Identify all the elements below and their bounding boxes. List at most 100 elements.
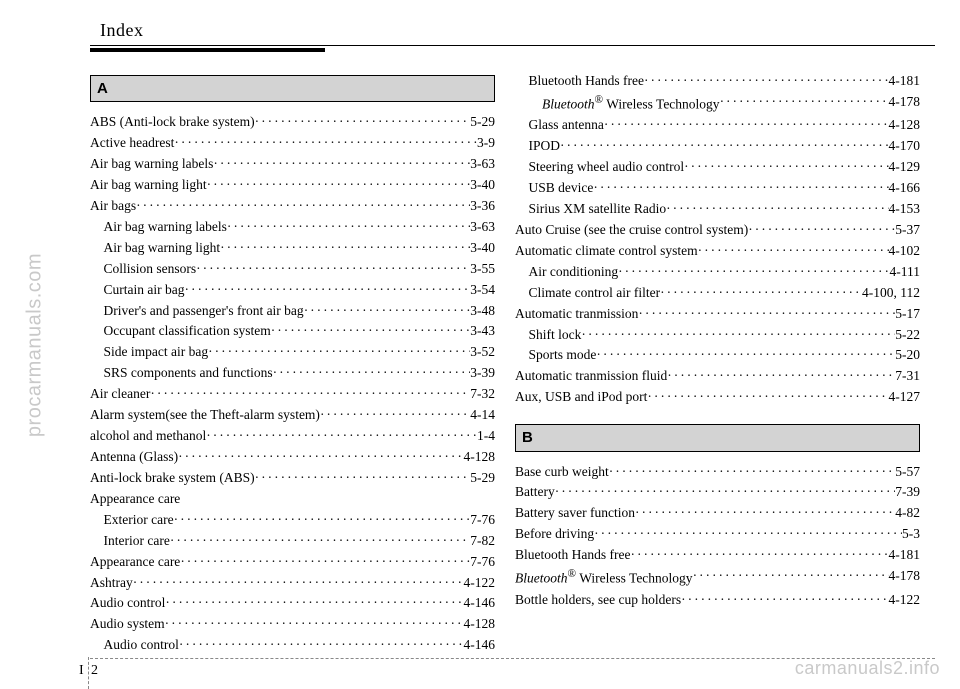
index-entry-label: Audio control [90,593,165,614]
index-entry: IPOD4-170 [515,136,920,157]
index-entry: Automatic tranmission 5-17 [515,304,920,325]
index-entry-label: Audio system [90,614,165,635]
index-entry-page: 5-29 [470,468,495,489]
index-entry: Anti-lock brake system (ABS) 5-29 [90,468,495,489]
index-entry-label: Auto Cruise (see the cruise control syst… [515,220,748,241]
leader-dots [630,545,888,566]
index-entry: Sports mode 5-20 [515,345,920,366]
index-entry-page: 5-22 [895,325,920,346]
index-entry-page: 4-128 [464,614,496,635]
index-entry: Ashtray 4-122 [90,573,495,594]
index-entry: Air bag warning labels 3-63 [90,154,495,175]
leader-dots [596,345,895,366]
index-entry: Auto Cruise (see the cruise control syst… [515,220,920,241]
index-entry: Steering wheel audio control 4-129 [515,157,920,178]
index-entry-label: Battery saver function [515,503,635,524]
index-entry-page: 5-20 [895,345,920,366]
index-entry: Appearance care [90,489,495,510]
leader-dots [604,115,889,136]
footer-tick [88,657,89,689]
leader-dots [609,462,896,483]
page-content: Index AABS (Anti-lock brake system)5-29A… [90,20,935,670]
index-entry-page: 3-39 [470,363,495,384]
index-entry-page: 3-63 [470,154,495,175]
index-entry-page: 5-37 [895,220,920,241]
leader-dots [660,283,862,304]
index-entry-page: 3-52 [470,342,495,363]
index-entry: Shift lock 5-22 [515,325,920,346]
section-head: A [90,75,495,102]
leader-dots [593,178,888,199]
index-columns: AABS (Anti-lock brake system)5-29Active … [90,71,935,656]
index-entry-label: Appearance care [90,489,180,510]
leader-dots [618,262,889,283]
index-entry-page: 7-31 [895,366,920,387]
index-entry-page: 3-55 [470,259,495,280]
index-entry-page: 4-170 [889,136,921,157]
index-entry-label: Antenna (Glass) [90,447,178,468]
index-entry: Curtain air bag 3-54 [90,280,495,301]
leader-dots [213,154,470,175]
leader-dots [207,175,471,196]
index-entry-label: Side impact air bag [90,342,208,363]
index-entry-label: Bottle holders, see cup holders [515,590,681,611]
index-entry-label: Driver's and passenger's front air bag [90,301,304,322]
leader-dots [165,593,463,614]
leader-dots [170,531,470,552]
index-entry-label: Steering wheel audio control [515,157,684,178]
index-entry: Air bags 3-36 [90,196,495,217]
index-entry-page: 3-54 [470,280,495,301]
leader-dots [165,614,464,635]
index-entry-page: 4-178 [889,566,921,589]
index-entry-page: 3-40 [470,238,495,259]
index-entry-label: Shift lock [515,325,581,346]
index-entry: Air bag warning light 3-40 [90,238,495,259]
leader-dots [150,384,470,405]
index-entry-label: Bluetooth® Wireless Technology [515,92,720,115]
leader-dots [206,426,477,447]
index-entry: Side impact air bag 3-52 [90,342,495,363]
index-entry: SRS components and functions 3-39 [90,363,495,384]
leader-dots [748,220,895,241]
index-entry-page: 4-181 [889,545,921,566]
index-entry-page: 4-127 [889,387,921,408]
index-entry-page: 7-32 [470,384,495,405]
leader-dots [638,304,895,325]
index-entry-page: 4-128 [889,115,921,136]
leader-dots [304,301,471,322]
index-entry-page: 4-129 [889,157,921,178]
leader-dots [560,136,888,157]
index-entry-label: Air bag warning labels [90,217,227,238]
index-entry-label: Exterior care [90,510,174,531]
header-rule [90,45,935,46]
index-entry: Bottle holders, see cup holders 4-122 [515,590,920,611]
page-header-title: Index [100,20,935,41]
index-entry-label: Air bag warning labels [90,154,213,175]
index-entry: USB device 4-166 [515,178,920,199]
index-entry-label: alcohol and methanol [90,426,206,447]
index-entry: ABS (Anti-lock brake system)5-29 [90,112,495,133]
index-entry: Active headrest 3-9 [90,133,495,154]
index-entry: Base curb weight5-57 [515,462,920,483]
index-entry-page: 4-122 [889,590,921,611]
leader-dots [174,133,477,154]
index-entry-label: Bluetooth Hands free [515,545,630,566]
watermark-left: procarmanuals.com [24,252,47,436]
index-entry-page: 4-178 [889,92,921,115]
leader-dots [667,366,895,387]
index-entry-page: 4-14 [470,405,495,426]
index-entry-label: Collision sensors [90,259,196,280]
index-entry-label: Ashtray [90,573,133,594]
index-entry-page: 3-63 [470,217,495,238]
index-entry-label: Air bag warning light [90,175,207,196]
index-entry-label: Battery [515,482,555,503]
index-entry: Audio control 4-146 [90,593,495,614]
index-entry-label: Anti-lock brake system (ABS) [90,468,255,489]
index-entry-label: ABS (Anti-lock brake system) [90,112,255,133]
index-entry: Bluetooth Hands free4-181 [515,71,920,92]
index-entry-page: 4-100, 112 [862,283,920,304]
index-entry-page: 3-40 [470,175,495,196]
index-entry-page: 7-39 [895,482,920,503]
index-entry: Occupant classification system3-43 [90,321,495,342]
index-entry-page: 1-4 [477,426,495,447]
